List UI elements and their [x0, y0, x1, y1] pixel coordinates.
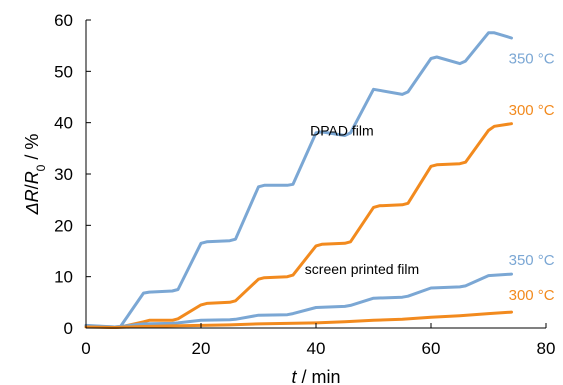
labels-layer: 350 °C 300 °C 350 °C 300 °C DPAD film screen … — [305, 51, 555, 304]
series-label-dpad-300: 300 °C — [509, 102, 555, 119]
y-axis-slash: / — [22, 184, 42, 189]
x-axis-variable: t — [291, 367, 297, 385]
series-line-dpad-300 — [84, 122, 513, 329]
x-tick-label: 0 — [81, 339, 90, 358]
x-tick-label: 80 — [537, 339, 556, 358]
annotation-dpad-film: DPAD film — [310, 123, 374, 139]
series-label-dpad-350: 350 °C — [509, 51, 555, 68]
y-axis-r0: R — [22, 171, 42, 184]
series-line-screen-printed-300 — [84, 310, 513, 329]
y-tick-label: 10 — [54, 268, 73, 287]
x-tick-label: 40 — [307, 339, 326, 358]
y-tick-label: 50 — [54, 62, 73, 81]
x-tick-label: 20 — [192, 339, 211, 358]
y-axis-title: ΔR/R0 / % — [22, 134, 48, 216]
annotation-screen-printed-film: screen printed film — [305, 261, 419, 277]
y-tick-label: 60 — [54, 11, 73, 30]
ticks-layer: 0 20 40 60 80 0 10 20 30 40 50 60 — [54, 11, 555, 358]
x-axis-unit: / min — [297, 367, 341, 385]
y-axis-r: R — [22, 189, 42, 202]
series-line-dpad-350 — [84, 31, 513, 329]
series-label-screen-printed-350: 350 °C — [509, 252, 555, 269]
y-axis-subscript: 0 — [34, 164, 48, 171]
x-axis-title: t / min — [291, 367, 340, 385]
series-layer — [84, 31, 513, 329]
y-tick-label: 30 — [54, 165, 73, 184]
y-tick-label: 20 — [54, 216, 73, 235]
y-axis-unit: / % — [22, 134, 42, 165]
x-tick-label: 60 — [422, 339, 441, 358]
series-label-screen-printed-300: 300 °C — [509, 287, 555, 304]
y-tick-label: 0 — [64, 319, 73, 338]
y-tick-label: 40 — [54, 114, 73, 133]
series-line-screen-printed-350 — [84, 272, 513, 329]
y-axis-delta: Δ — [22, 202, 42, 215]
